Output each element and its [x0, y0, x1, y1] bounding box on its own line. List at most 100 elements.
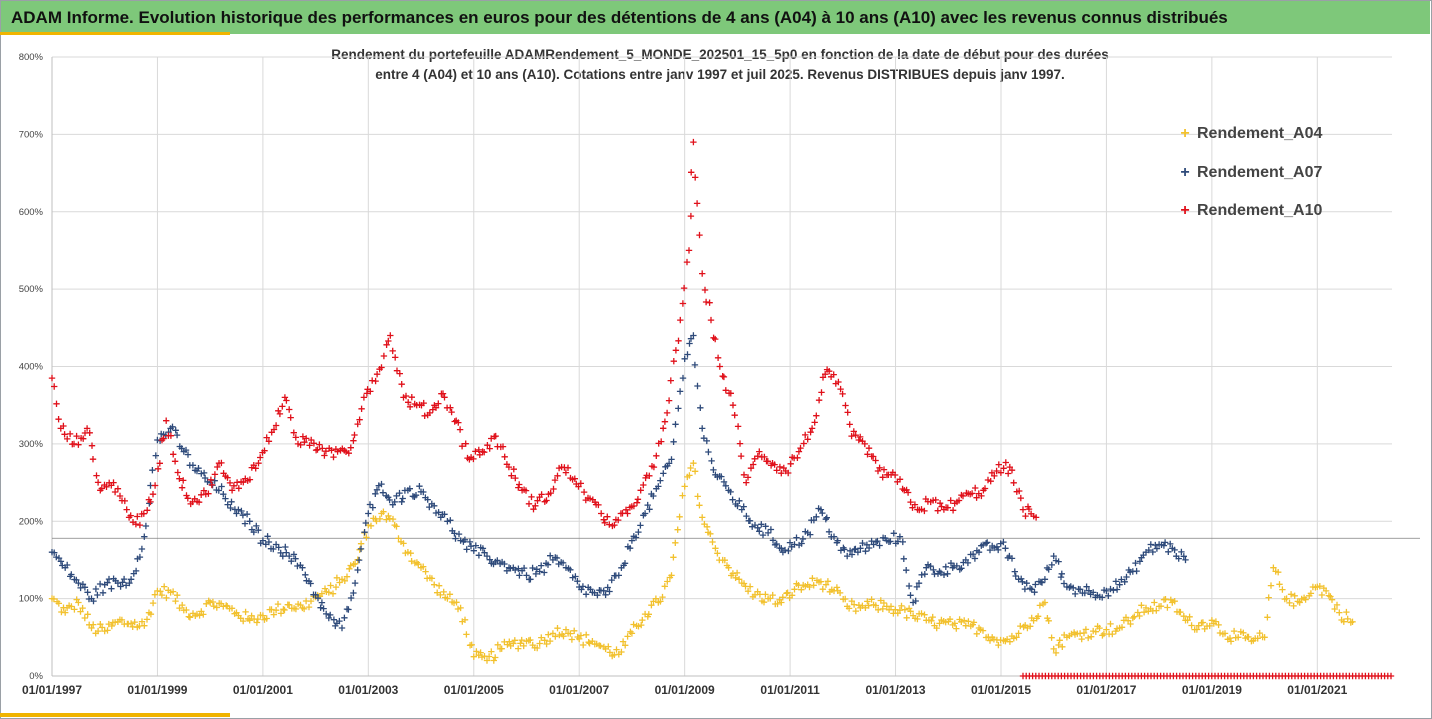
point-rendement-a07 — [114, 579, 122, 587]
point-rendement-a07 — [773, 540, 780, 548]
point-rendement-a07 — [1103, 587, 1110, 595]
point-rendement-a04 — [1127, 620, 1134, 628]
point-rendement-a04 — [1215, 621, 1222, 629]
point-rendement-a04 — [1331, 605, 1338, 613]
point-rendement-a07 — [1121, 578, 1128, 585]
point-rendement-a07 — [694, 382, 701, 390]
point-rendement-a10 — [876, 464, 883, 471]
point-rendement-a04 — [833, 584, 841, 591]
point-rendement-a04 — [809, 575, 816, 582]
point-rendement-a10 — [75, 441, 82, 448]
point-rendement-a04 — [1157, 603, 1165, 610]
point-rendement-a04 — [347, 562, 354, 569]
point-rendement-a10 — [156, 460, 163, 467]
x-tick-label: 01/01/2019 — [1182, 683, 1242, 697]
point-rendement-a04 — [1286, 599, 1293, 607]
point-rendement-a10 — [316, 441, 323, 448]
point-rendement-a07 — [141, 533, 148, 540]
point-rendement-a04 — [210, 603, 217, 610]
point-rendement-a04 — [1078, 635, 1085, 643]
point-rendement-a07 — [1045, 566, 1052, 573]
point-rendement-a07 — [361, 529, 368, 536]
point-rendement-a07 — [670, 438, 677, 445]
point-rendement-a10 — [693, 200, 701, 207]
point-rendement-a07 — [362, 519, 369, 527]
point-rendement-a10 — [136, 521, 144, 529]
point-rendement-a10 — [807, 429, 814, 436]
point-rendement-a07 — [729, 496, 736, 503]
point-rendement-a07 — [264, 533, 271, 540]
point-rendement-a07 — [675, 405, 682, 412]
point-rendement-a07 — [1118, 576, 1125, 583]
point-rendement-a04 — [485, 653, 493, 660]
point-rendement-a10 — [830, 371, 837, 378]
point-rendement-a07 — [399, 495, 406, 502]
point-rendement-a07 — [727, 488, 734, 496]
point-rendement-a10 — [48, 374, 56, 382]
point-rendement-a04 — [1036, 602, 1044, 609]
point-rendement-a10 — [455, 419, 462, 426]
point-rendement-a10 — [630, 502, 638, 510]
point-rendement-a10 — [525, 500, 533, 507]
point-rendement-a07 — [798, 540, 805, 547]
point-rendement-a10 — [492, 432, 499, 440]
point-rendement-a04 — [798, 586, 805, 593]
point-rendement-a07 — [486, 556, 493, 563]
point-rendement-a04 — [577, 632, 585, 639]
point-rendement-a07 — [338, 624, 346, 632]
point-rendement-a04 — [470, 653, 477, 660]
point-rendement-a10 — [761, 453, 768, 461]
point-rendement-a10 — [1002, 459, 1009, 466]
point-rendement-a10 — [1005, 470, 1012, 477]
point-rendement-a04 — [1195, 622, 1202, 629]
point-rendement-a07 — [302, 571, 309, 578]
point-rendement-a07 — [606, 588, 613, 595]
point-rendement-a07 — [391, 498, 398, 506]
point-rendement-a10 — [794, 454, 801, 461]
point-rendement-a04 — [341, 577, 348, 584]
point-rendement-a10 — [680, 284, 688, 292]
point-rendement-a07 — [347, 594, 355, 602]
point-rendement-a04 — [676, 513, 683, 520]
point-rendement-a04 — [552, 633, 559, 640]
point-rendement-a10 — [319, 445, 326, 452]
point-rendement-a04 — [901, 606, 909, 613]
point-rendement-a07 — [222, 495, 229, 502]
point-rendement-a04 — [101, 627, 108, 635]
point-rendement-a10 — [981, 485, 989, 492]
point-rendement-a04 — [446, 591, 454, 598]
point-rendement-a10 — [205, 490, 212, 497]
point-rendement-a04 — [1235, 634, 1242, 641]
point-rendement-a07 — [372, 490, 379, 497]
point-rendement-a10 — [716, 363, 723, 370]
point-rendement-a10 — [633, 499, 641, 506]
point-rendement-a04 — [778, 599, 785, 606]
point-rendement-a10 — [722, 387, 729, 394]
point-rendement-a07 — [1116, 581, 1123, 588]
point-rendement-a10 — [797, 444, 804, 452]
point-rendement-a10 — [228, 487, 236, 494]
point-rendement-a07 — [900, 555, 907, 562]
point-rendement-a10 — [1017, 494, 1024, 502]
point-rendement-a10 — [904, 489, 912, 496]
point-rendement-a10 — [144, 507, 151, 514]
point-rendement-a10 — [426, 409, 433, 417]
point-rendement-a04 — [281, 606, 288, 614]
point-rendement-a04 — [318, 590, 326, 597]
point-rendement-a07 — [637, 522, 644, 529]
point-rendement-a07 — [754, 524, 761, 531]
point-rendement-a10 — [286, 406, 293, 413]
y-tick-label: 500% — [19, 284, 44, 295]
point-rendement-a10 — [184, 495, 191, 502]
point-rendement-a10 — [207, 476, 215, 483]
point-rendement-a04 — [1290, 602, 1297, 610]
point-rendement-a10 — [554, 472, 561, 479]
point-rendement-a04 — [1267, 582, 1275, 589]
point-rendement-a07 — [243, 511, 251, 518]
point-rendement-a10 — [363, 390, 371, 397]
point-rendement-a10 — [176, 475, 183, 482]
point-rendement-a07 — [602, 591, 609, 598]
point-rendement-a10 — [270, 426, 278, 433]
point-rendement-a10 — [257, 454, 264, 461]
point-rendement-a04 — [951, 620, 958, 627]
